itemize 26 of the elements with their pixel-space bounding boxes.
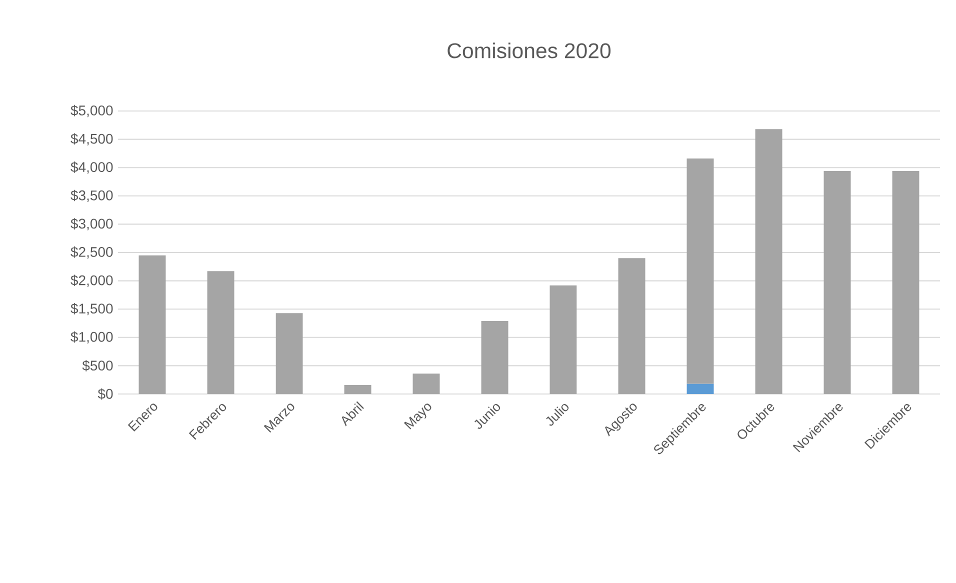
bar: [550, 285, 577, 394]
bar: [481, 320, 508, 394]
y-tick-label: $1,500: [70, 303, 113, 316]
bar: [412, 374, 440, 394]
y-tick-label: $0: [98, 388, 113, 400]
bar: [207, 271, 234, 394]
bar: [686, 158, 714, 384]
bar: [824, 170, 851, 394]
y-tick-label: $500: [82, 360, 113, 372]
y-tick-label: $2,500: [70, 246, 113, 259]
bar: [276, 313, 303, 394]
x-tick-label: Julio: [546, 404, 569, 426]
bar: [892, 170, 920, 394]
y-tick-label: $2,000: [70, 274, 113, 287]
bar: [344, 384, 372, 394]
y-tick-label: $3,500: [70, 190, 113, 202]
bar: [755, 129, 782, 394]
y-tick-label: $4,500: [70, 133, 113, 146]
bar: [138, 255, 166, 394]
y-tick-label: $5,000: [70, 104, 113, 118]
y-tick-label: $3,000: [70, 218, 113, 230]
y-tick-label: $1,000: [70, 331, 113, 344]
bar: [618, 258, 646, 394]
y-tick-label: $4,000: [70, 162, 113, 174]
chart-title: Comisiones 2020: [448, 42, 611, 58]
bar: [686, 384, 714, 394]
